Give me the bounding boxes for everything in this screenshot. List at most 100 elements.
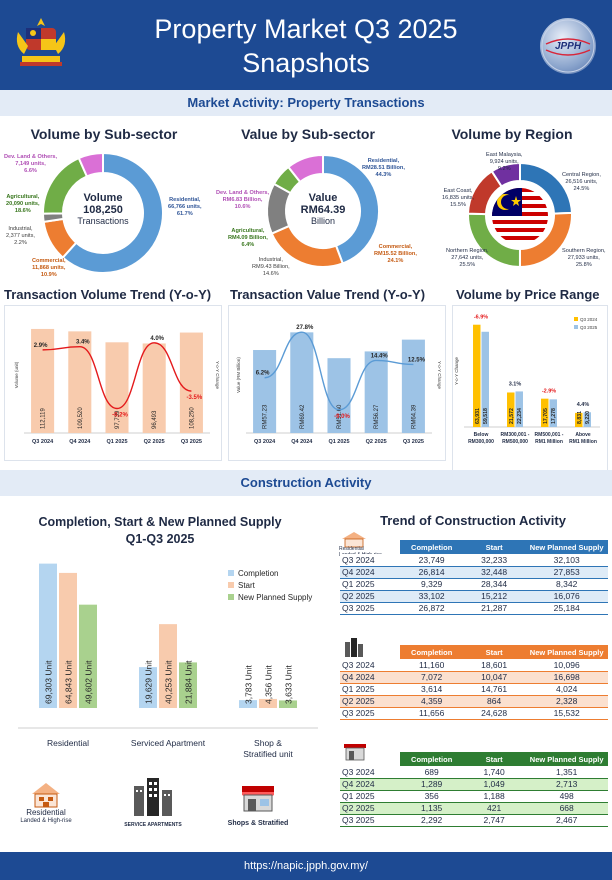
price-category-label: RM500,000 — [502, 439, 528, 445]
yoy-label: 12.5% — [408, 357, 426, 363]
table-cell: 668 — [525, 802, 608, 815]
table-cell: Q3 2024 — [340, 659, 401, 672]
table-header-cell: New Planned Supply — [525, 752, 608, 766]
supply-bar-start — [259, 698, 277, 708]
price-bar-label: 9,220 — [585, 411, 591, 424]
table-header-cell: Completion — [400, 645, 463, 659]
bar-value-label: 96,493 — [152, 410, 158, 429]
table-cell: 1,049 — [462, 778, 526, 791]
supply-bar-new-planned-supply — [279, 700, 297, 708]
price-range-chart: Y-o-Y Change 63,931 21,572 17,705 8,831 59,51… — [454, 315, 600, 445]
bar-Q3-2025 — [179, 332, 203, 433]
table-row: Q1 2025 3,614 14,761 4,024 — [340, 683, 608, 696]
price-category-label: RM300,000 — [468, 439, 494, 445]
globe-icon: JPPH — [541, 19, 595, 73]
price-range-title: Volume by Price Range — [456, 287, 600, 302]
table-header-cell: Start — [462, 645, 526, 659]
supply-legend-label: Completion — [238, 569, 278, 578]
table-cell: Q1 2025 — [340, 683, 401, 696]
residential-building-icon — [28, 780, 64, 813]
x-tick-label: Q4 2024 — [69, 439, 91, 445]
residential-construction-table: Completion Start New Planned Supply Q3 2024… — [340, 540, 608, 615]
table-cell: 1,135 — [400, 802, 463, 815]
price-category-label: RM1 Million — [535, 439, 563, 445]
table-cell: Q4 2024 — [340, 671, 401, 684]
table-header-cell — [340, 540, 400, 554]
price-change-label: 4.4% — [577, 402, 590, 408]
price-bar-label: 8,831 — [577, 411, 583, 424]
table-cell: 11,656 — [400, 707, 463, 720]
donut-slice-dev-land-others — [286, 153, 324, 184]
jpph-logo: JPPH — [540, 18, 596, 74]
bar-value-label: RM57.23 — [263, 404, 269, 429]
table-residential-icon — [340, 530, 368, 553]
supply-chart-title: Completion, Start & New Planned Supply — [38, 515, 282, 529]
bar-value-label: RM51.60 — [337, 404, 343, 429]
table-cell: 1,289 — [400, 778, 463, 791]
bar-value-label: 97,739 — [115, 410, 121, 429]
value-center-unit: Billion — [310, 216, 335, 226]
supply-bar-label: 69,303 Unit — [44, 660, 54, 704]
supply-bar-label: 64,843 Unit — [64, 660, 74, 704]
table-cell: Q1 2025 — [340, 578, 401, 591]
table-cell: Q3 2024 — [340, 766, 401, 779]
supply-bar-completion — [39, 563, 57, 708]
table-cell: 2,467 — [525, 814, 608, 827]
supply-legend-label: Start — [238, 581, 256, 590]
value-center-label: Value RM64.39 Billion — [288, 192, 358, 226]
yoy-label: 2.9% — [34, 343, 48, 349]
price-category-label: Below — [474, 432, 489, 438]
bar-value-label: RM56.27 — [374, 404, 380, 429]
bar-value-label: 108,250 — [189, 407, 195, 429]
service-apartment-icon-label: SERVICE APARTMENTS — [124, 822, 182, 828]
table-row: Q2 2025 4,359 864 2,328 — [340, 695, 608, 708]
x-tick-label: Q3 2025 — [181, 439, 202, 445]
table-cell: 16,698 — [525, 671, 608, 684]
y-axis-label: Volume (unit) — [14, 361, 19, 388]
table-cell: 14,761 — [462, 683, 526, 696]
price-bar-Q3-2024 — [575, 412, 583, 427]
table-cell: 2,292 — [400, 814, 463, 827]
table-row: Q1 2025 9,329 28,344 8,342 — [340, 578, 608, 591]
table-cell: 15,212 — [462, 590, 526, 603]
table-row: Q3 2025 26,872 21,287 25,184 — [340, 602, 608, 615]
supply-legend-label: New Planned Supply — [238, 593, 312, 602]
supply-category-label: Serviced Apartment — [131, 738, 206, 748]
region-label-eastcoast: East Coast, 16,835 units, 15.5% — [442, 188, 475, 208]
supply-bar-start — [159, 624, 177, 708]
donut-hole — [287, 175, 359, 247]
y2-axis-label: Y-o-Y Change — [454, 356, 459, 385]
table-header-cell: Start — [462, 752, 526, 766]
table-header-cell: Start — [462, 540, 526, 554]
bar-Q4-2024 — [68, 331, 92, 433]
volume-center-label: Volume 108,250 Transactions — [67, 192, 139, 226]
region-label-southern: Southern Region, 27,933 units, 25.8% — [562, 248, 606, 268]
table-cell: 26,814 — [400, 566, 463, 579]
bar-Q4-2024 — [290, 332, 314, 433]
table-header-cell: Completion — [400, 540, 463, 554]
supply-chart-subtitle: Q1-Q3 2025 — [125, 532, 195, 546]
region-label-central: Central Region, 26,516 units, 24.5% — [562, 172, 601, 192]
footer-url[interactable]: https://napic.jpph.gov.my/ — [0, 852, 612, 880]
supply-bar-label: 49,602 Unit — [84, 660, 94, 704]
bar-Q2-2025 — [364, 351, 388, 433]
value-trend-chart: Value (RM Billion) Y-o-Y Change RM57.23 Q3 … — [236, 325, 442, 445]
table-cell: 25,184 — [525, 602, 608, 615]
table-cell: 32,103 — [525, 554, 608, 567]
malaysia-crest-logo — [12, 16, 70, 70]
residential-icon-label: Residential — [26, 808, 66, 817]
table-cell: 32,448 — [462, 566, 526, 579]
table-row: Q4 2024 26,814 32,448 27,853 — [340, 566, 608, 579]
jpph-logo-text: JPPH — [555, 41, 582, 52]
value-subsector-title: Value by Sub-sector — [241, 126, 375, 142]
table-cell: 11,160 — [400, 659, 463, 672]
legend-swatch — [574, 325, 578, 329]
table-header-cell: New Planned Supply — [525, 645, 608, 659]
supply-bar-new-planned-supply — [79, 604, 97, 708]
table-cell: 4,359 — [400, 695, 463, 708]
yoy-label: 6.2% — [256, 371, 270, 377]
price-bar-label: 17,705 — [543, 408, 549, 424]
val-label-commercial: Commercial, RM15.52 Billion, 24.1% — [374, 244, 417, 264]
y2-axis-label: Y-o-Y Change — [215, 361, 220, 390]
x-tick-label: Q3 2024 — [254, 439, 276, 445]
